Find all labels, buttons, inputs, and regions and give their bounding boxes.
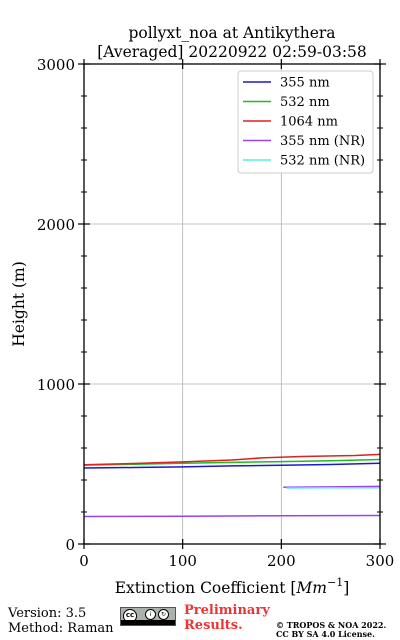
- chart-title-line1: pollyxt_noa at Antikythera: [128, 24, 335, 42]
- legend: 355 nm 532 nm 1064 nm 355 nm (NR) 532 nm (NR…: [237, 70, 374, 174]
- x-tick-label: 200: [267, 552, 296, 570]
- cc-badge-strip: [121, 620, 175, 625]
- legend-label: 1064 nm: [280, 115, 338, 130]
- legend-label: 355 nm: [280, 76, 330, 91]
- series-lines: [83, 453, 381, 518]
- copyright-line1: © TROPOS & NOA 2022.: [276, 620, 387, 630]
- x-tick-label: 100: [168, 552, 197, 570]
- preliminary-results-line1: Preliminary: [184, 603, 270, 618]
- series-line-1064-nm: [83, 453, 381, 466]
- y-tick-label: 3000: [37, 56, 75, 74]
- legend-label: 532 nm (NR): [280, 154, 365, 169]
- chart-title-line2: [Averaged] 20220922 02:59-03:58: [97, 43, 367, 61]
- series-line-355-nm-nr-upper: [283, 485, 381, 488]
- x-tick-label: 0: [79, 552, 89, 570]
- method-text: Method: Raman: [8, 621, 114, 636]
- x-axis-label-close: ]: [343, 579, 349, 597]
- series-line-355-nm: [83, 462, 381, 469]
- cc-by-icon: i: [145, 609, 156, 620]
- x-axis-label-text: Extinction Coefficient [: [115, 579, 297, 597]
- preliminary-results-line2: Results.: [184, 618, 243, 633]
- y-tick-label: 0: [65, 536, 75, 554]
- y-tick-label: 2000: [37, 216, 75, 234]
- series-line-532-nm: [83, 458, 381, 466]
- y-tick-label: 1000: [37, 376, 75, 394]
- x-tick-label: 300: [366, 552, 395, 570]
- cc-sa-icon: ↻: [158, 609, 169, 620]
- cc-license-badge: cc i ↻: [120, 607, 176, 626]
- plot-frame: [83, 63, 381, 545]
- x-axis-label-unit: Mm: [295, 579, 327, 597]
- legend-box: [237, 70, 374, 174]
- x-axis-label-exponent: −1: [327, 576, 343, 589]
- copyright-line2: CC BY SA 4.0 License.: [276, 629, 375, 639]
- legend-label: 532 nm: [280, 95, 330, 110]
- y-axis-label: Height (m): [10, 261, 28, 347]
- series-line-355-nm-nr: [83, 514, 381, 518]
- x-axis-label: Extinction Coefficient [Mm−1]: [115, 576, 350, 597]
- version-text: Version: 3.5: [8, 606, 87, 621]
- legend-label: 355 nm (NR): [280, 134, 365, 149]
